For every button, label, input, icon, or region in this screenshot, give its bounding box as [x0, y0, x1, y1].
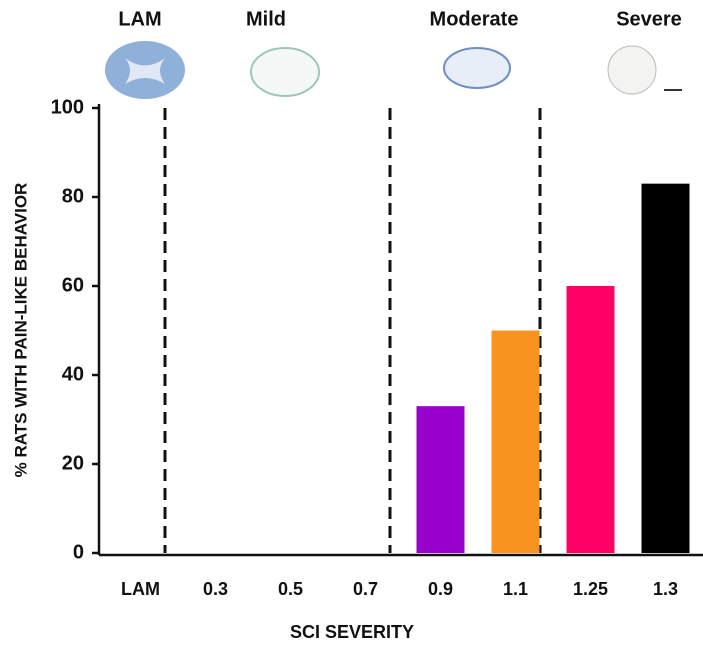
y-tick-label: 100 [51, 96, 84, 118]
group-label: Moderate [430, 8, 519, 30]
bar [417, 406, 465, 553]
x-tick-label: 0.5 [278, 579, 303, 599]
x-tick-label: 1.25 [573, 579, 608, 599]
y-tick-label: 20 [62, 452, 84, 474]
x-axis-label: SCI SEVERITY [290, 622, 414, 642]
x-tick-label: 1.3 [653, 579, 678, 599]
bar [567, 286, 615, 553]
y-tick-label: 0 [73, 541, 84, 563]
y-axis-label: % RATS WITH PAIN-LIKE BEHAVIOR [11, 183, 30, 478]
group-label: Severe [616, 8, 682, 30]
y-tick-label: 40 [62, 363, 84, 385]
y-tick-label: 80 [62, 185, 84, 207]
x-tick-label: LAM [121, 579, 160, 599]
section-images [105, 41, 682, 99]
x-tick-label: 1.1 [503, 579, 528, 599]
y-tick-label: 60 [62, 274, 84, 296]
bar [492, 331, 540, 554]
section-mild [251, 48, 319, 96]
x-tick-label: 0.9 [428, 579, 453, 599]
section-moderate [444, 48, 510, 88]
x-tick-label: 0.3 [203, 579, 228, 599]
group-label: LAM [118, 8, 161, 30]
bar [642, 184, 690, 553]
chart: LAM Mild Moderate Severe SCI SEVERITY % … [0, 0, 703, 647]
group-label: Mild [246, 8, 286, 30]
section-severe [608, 46, 656, 94]
x-tick-label: 0.7 [353, 579, 378, 599]
